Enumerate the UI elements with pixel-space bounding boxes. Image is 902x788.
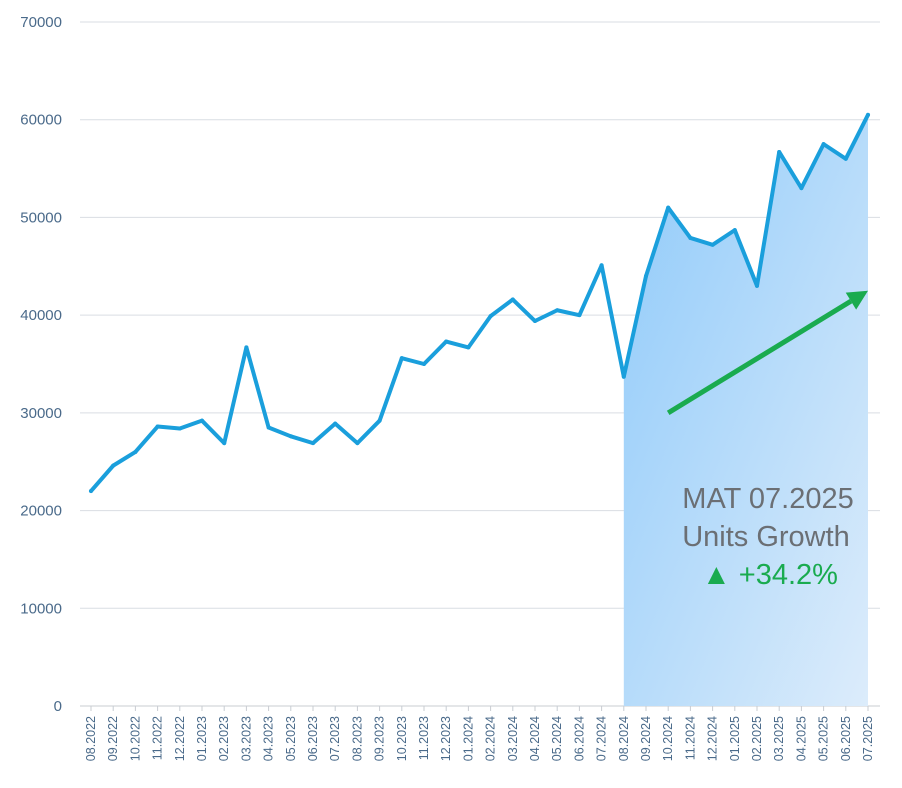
x-tick-label: 02.2024 [484,716,498,761]
y-tick-label: 20000 [20,503,62,520]
x-tick-label: 01.2023 [195,716,209,761]
x-tick-label: 07.2025 [861,716,875,761]
data-point [355,441,360,446]
y-tick-label: 10000 [20,600,62,617]
data-point [710,242,715,247]
x-tick-label: 03.2023 [239,716,253,761]
data-point [133,449,138,454]
data-point [821,142,826,147]
series-line-layer [89,112,870,494]
x-tick-label: 06.2025 [839,716,853,761]
x-tick-label: 07.2023 [328,716,342,761]
x-tick-label: 11.2022 [151,716,165,760]
x-tick-label: 05.2023 [284,716,298,761]
y-tick-label: 60000 [20,112,62,129]
x-tick-label: 06.2024 [572,716,586,761]
data-point [311,441,315,446]
data-point [89,489,93,494]
data-point [644,274,648,279]
annotation-units-growth-label: Units Growth [682,521,850,553]
data-point [777,149,782,154]
x-tick-label: 04.2023 [262,716,276,761]
x-tick-label: 08.2024 [617,716,631,761]
x-tick-label: 12.2022 [173,716,187,761]
data-point [799,186,804,191]
trend-arrow-layer [666,290,868,415]
data-point [510,297,515,302]
highlight-area [623,114,868,707]
x-tick-label: 06.2023 [306,716,320,761]
y-axis-ticks: 0 10000 20000 30000 40000 50000 60000 70000 [20,14,62,715]
annotation-growth-value: ▲ +34.2% [702,559,838,591]
x-tick-label: 04.2024 [528,716,542,761]
x-tick-label: 09.2023 [373,716,387,761]
data-point [444,339,449,344]
x-tick-label: 10.2024 [661,716,675,761]
x-tick-label: 02.2025 [750,716,764,761]
x-tick-label: 10.2023 [395,716,409,761]
data-point [377,418,382,423]
x-tick-label: 08.2022 [84,716,98,761]
data-point [488,314,493,319]
y-tick-label: 40000 [20,307,62,324]
data-point [222,441,227,446]
data-point [666,205,671,210]
data-point [266,425,271,430]
x-axis-ticks: 08.2022 09.2022 10.2022 11.2022 12.2022 01.20… [84,706,875,761]
x-tick-label: 01.2024 [461,716,475,761]
x-tick-label: 03.2024 [506,716,520,761]
data-point [533,319,537,324]
data-point [244,345,249,350]
data-point [155,424,160,429]
x-tick-label: 01.2025 [728,716,742,761]
data-point [577,313,582,318]
x-tick-label: 12.2024 [706,716,720,761]
data-point [621,374,626,379]
data-point [422,362,426,366]
grid-lines [80,21,880,707]
y-tick-label: 70000 [20,14,62,31]
data-point [755,283,759,288]
trend-arrow-head [845,290,868,310]
x-tick-label: 07.2024 [595,716,609,761]
data-point [399,356,404,361]
data-point [866,112,870,117]
data-point [466,345,471,350]
data-point [333,421,338,426]
data-point [200,418,204,423]
x-tick-label: 05.2025 [817,716,831,761]
data-point [688,235,693,240]
y-tick-label: 50000 [20,209,62,226]
x-tick-label: 04.2025 [794,716,808,761]
x-tick-label: 03.2025 [772,716,786,761]
data-point [732,228,737,233]
y-tick-label: 30000 [20,405,62,422]
data-point [555,308,560,313]
data-point [599,263,604,268]
x-tick-label: 08.2023 [350,716,364,761]
data-point [111,463,116,468]
x-tick-label: 11.2023 [417,716,431,760]
x-tick-label: 05.2024 [550,716,564,761]
series-line [89,112,870,494]
trend-arrow-shaft [666,299,853,415]
annotation-mat-label: MAT 07.2025 [682,483,853,515]
x-tick-label: 10.2022 [128,716,142,761]
data-point [288,434,293,439]
x-tick-label: 11.2024 [683,716,697,760]
x-tick-label: 12.2023 [439,716,453,761]
x-tick-label: 02.2023 [217,716,231,761]
data-point [843,156,848,161]
x-tick-label: 09.2024 [639,716,653,761]
y-tick-label: 0 [54,698,62,715]
annotation-layer: MAT 07.2025 Units Growth ▲ +34.2% [682,483,854,591]
data-point [177,426,182,431]
x-tick-label: 09.2022 [106,716,120,761]
highlight-area-layer [623,114,868,707]
